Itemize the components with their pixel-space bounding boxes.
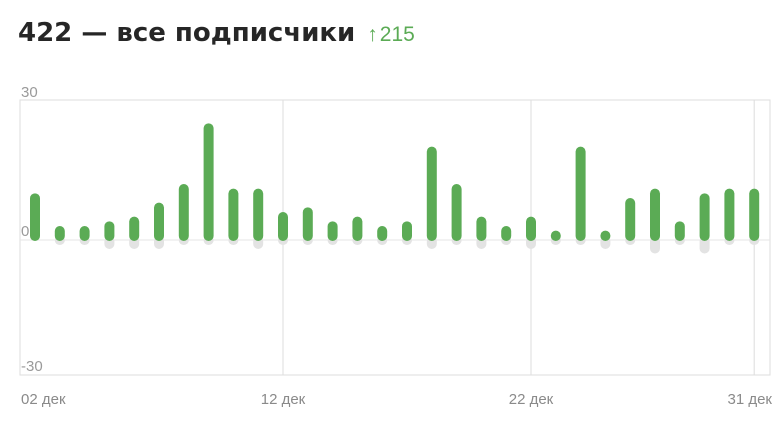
x-tick-label: 02 дек [21,391,66,408]
bar-negative[interactable] [650,236,660,254]
y-tick-label: 0 [21,223,29,240]
y-tick-label: -30 [21,358,43,375]
bar-positive[interactable] [724,188,735,241]
bar-positive[interactable] [600,230,611,241]
bar-positive[interactable] [30,193,40,241]
bar-positive[interactable] [402,221,412,241]
bar-negative[interactable] [699,236,710,254]
bar-positive[interactable] [178,184,189,241]
bar-positive[interactable] [228,188,239,241]
bar-positive[interactable] [104,221,115,241]
bar-positive[interactable] [625,198,636,241]
bar-positive[interactable] [54,226,65,241]
bar-positive[interactable] [451,184,462,241]
bar-positive[interactable] [526,216,536,241]
bar-positive[interactable] [253,188,264,241]
bar-positive[interactable] [650,188,660,241]
bar-positive[interactable] [302,207,313,241]
chart-header: 422 — все подписчики ↑ 215 [18,18,415,58]
bar-positive[interactable] [79,226,90,241]
x-tick-label: 12 дек [261,391,306,408]
bar-positive[interactable] [749,188,760,241]
bar-positive[interactable] [674,221,685,241]
bar-positive[interactable] [352,216,363,241]
bar-positive[interactable] [550,230,561,241]
bar-positive[interactable] [476,216,487,241]
bar-positive[interactable] [699,193,710,241]
bar-positive[interactable] [327,221,338,241]
bar-positive[interactable] [377,226,388,241]
bar-positive[interactable] [278,212,288,241]
growth-badge: ↑ 215 [367,23,415,47]
y-tick-label: 30 [21,84,38,101]
x-tick-label: 31 дек [727,391,772,408]
bar-positive[interactable] [203,123,214,241]
bar-positive[interactable] [426,146,437,241]
x-tick-label: 22 дек [509,391,554,408]
bar-positive[interactable] [501,226,512,241]
growth-value: 215 [379,23,415,46]
arrow-up-icon: ↑ [367,23,378,46]
plot-frame [19,99,771,376]
bar-positive[interactable] [129,216,140,241]
bar-positive[interactable] [154,202,164,241]
chart-title: 422 — все подписчики [18,18,356,48]
bar-positive[interactable] [575,146,586,241]
